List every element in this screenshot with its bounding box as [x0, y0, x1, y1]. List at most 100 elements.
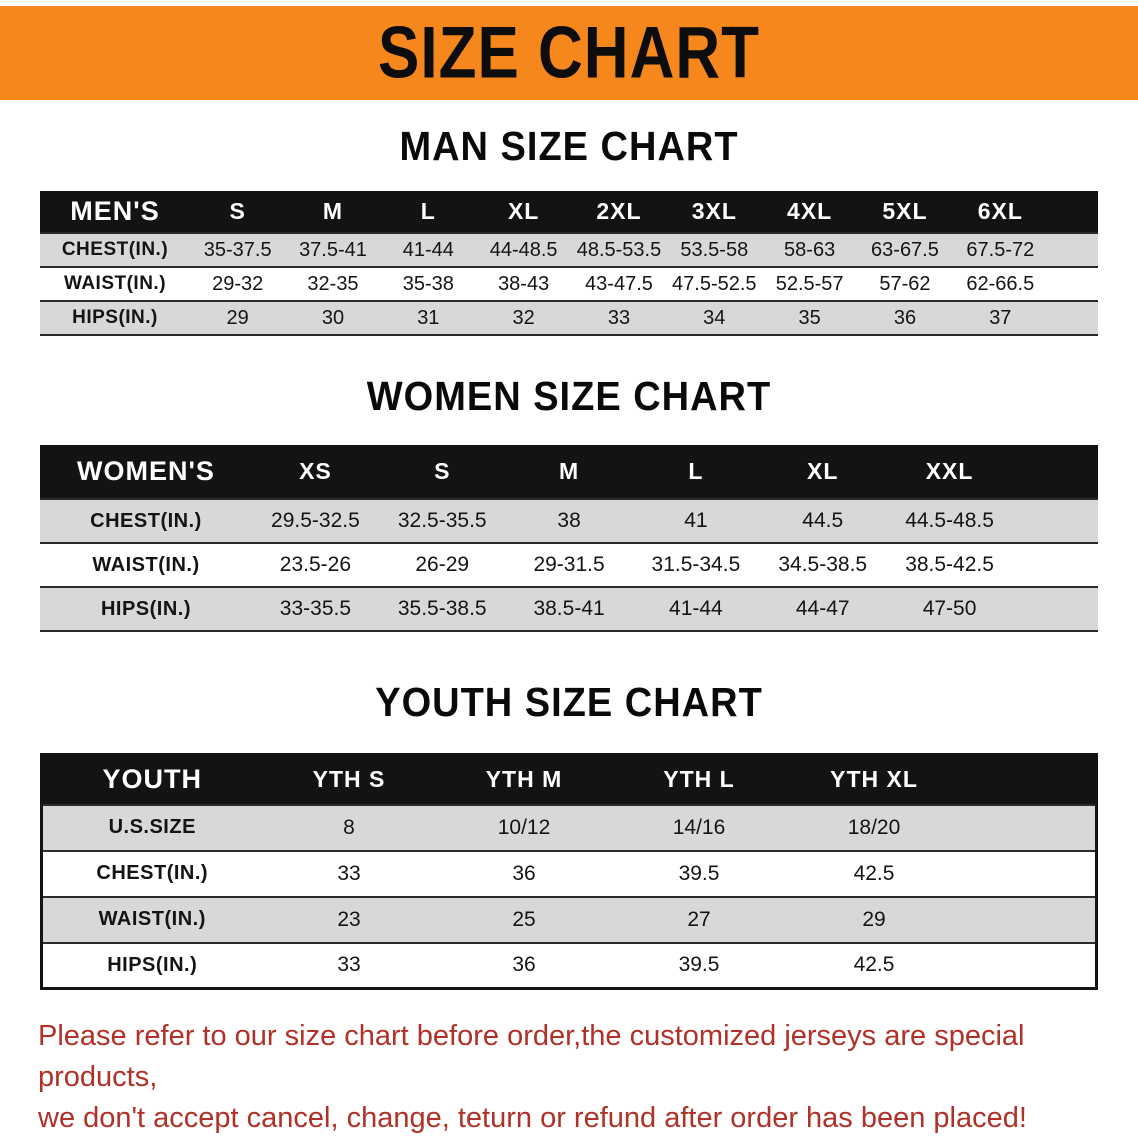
column-header: 4XL [787, 198, 833, 224]
size-cell: 41-44 [402, 238, 454, 261]
youth-size-table: YOUTH YTH S YTH M YTH L YTH XL U.S.SIZE 8 10/12… [40, 753, 1098, 990]
size-cell: 44.5-48.5 [905, 509, 994, 532]
filler-cell [1013, 543, 1098, 587]
size-cell: 47-50 [922, 597, 977, 620]
size-cell: 63-67.5 [871, 238, 939, 261]
size-cell: 38.5-42.5 [905, 553, 994, 576]
size-cell: 8 [343, 815, 355, 839]
size-cell: 41 [684, 509, 708, 532]
column-header: YTH XL [830, 766, 918, 793]
row-label: CHEST(IN.) [61, 239, 169, 260]
size-cell: 32 [512, 306, 535, 329]
men-size-table: MEN'S S M L XL 2XL 3XL 4XL 5XL 6XL CHEST(IN.) 35-37… [40, 191, 1098, 336]
table-row: HIPS(IN.) 33 36 39.5 42.5 [41, 942, 1097, 989]
column-header: 6XL [977, 198, 1023, 224]
size-cell: 47.5-52.5 [672, 272, 757, 295]
size-cell: 33 [337, 953, 361, 977]
size-cell: 32-35 [307, 272, 359, 295]
youth-table-title: YOUTH [102, 764, 202, 795]
youth-header-row: YOUTH YTH S YTH M YTH L YTH XL [41, 754, 1097, 805]
size-cell: 33 [337, 861, 361, 885]
table-row: HIPS(IN.) 29 30 31 32 33 34 35 36 37 [40, 301, 1098, 335]
row-label: HIPS(IN.) [100, 597, 192, 620]
disclaimer-line-2: we don't accept cancel, change, teturn o… [38, 1102, 1027, 1134]
disclaimer: Please refer to our size chart before or… [38, 1016, 1100, 1139]
size-cell: 62-66.5 [966, 272, 1035, 295]
column-header: XS [299, 458, 332, 484]
disclaimer-line-1: Please refer to our size chart before or… [38, 1020, 1025, 1093]
size-cell: 26-29 [415, 553, 470, 576]
row-label: CHEST(IN.) [90, 509, 202, 532]
row-label: HIPS(IN.) [72, 307, 158, 328]
men-header-row: MEN'S S M L XL 2XL 3XL 4XL 5XL 6XL [40, 191, 1098, 233]
column-header: S [229, 198, 246, 224]
size-cell: 27 [687, 907, 711, 931]
page-title: SIZE CHART [378, 12, 760, 94]
table-row: CHEST(IN.) 33 36 39.5 42.5 [41, 850, 1097, 897]
size-cell: 57-62 [879, 272, 931, 295]
column-header: L [420, 198, 436, 224]
filler-cell [1048, 191, 1098, 233]
size-cell: 35-37.5 [203, 238, 272, 261]
women-table-title: WOMEN'S [77, 456, 215, 486]
size-cell: 38 [557, 509, 581, 532]
column-header: YTH S [312, 766, 386, 793]
filler-cell [1048, 301, 1098, 335]
size-cell: 53.5-58 [680, 238, 749, 261]
row-label: WAIST(IN.) [63, 273, 167, 294]
size-cell: 39.5 [678, 953, 720, 977]
column-header: 5XL [882, 198, 928, 224]
table-row: HIPS(IN.) 33-35.5 35.5-38.5 38.5-41 41-44 44-… [40, 587, 1098, 631]
men-section-heading: MAN SIZE CHART [399, 124, 739, 170]
filler-cell [962, 755, 1097, 805]
size-cell: 36 [512, 861, 536, 885]
row-label: WAIST(IN.) [92, 553, 200, 576]
column-header: 3XL [691, 198, 737, 224]
size-cell: 44-48.5 [489, 238, 558, 261]
youth-size-section: YOUTH SIZE CHART YOUTH YTH S YTH M YTH L YTH … [0, 680, 1138, 990]
table-row: CHEST(IN.) 29.5-32.5 32.5-35.5 38 41 44.5 44.5… [40, 499, 1098, 543]
column-header: 2XL [596, 198, 642, 224]
column-header: XL [807, 458, 839, 484]
size-cell: 39.5 [678, 861, 720, 885]
size-cell: 36 [893, 306, 917, 329]
size-cell: 31 [417, 306, 440, 329]
size-cell: 23 [337, 907, 361, 931]
size-cell: 29.5-32.5 [271, 509, 360, 532]
column-header: XXL [925, 458, 974, 484]
size-cell: 44.5 [802, 509, 844, 532]
row-label: HIPS(IN.) [107, 953, 198, 976]
size-cell: 10/12 [497, 815, 551, 839]
size-cell: 43-47.5 [585, 272, 653, 295]
women-header-row: WOMEN'S XS S M L XL XXL [40, 445, 1098, 499]
filler-cell [962, 897, 1097, 943]
table-row: WAIST(IN.) 23 25 27 29 [41, 896, 1097, 943]
size-cell: 34 [703, 306, 726, 329]
size-chart-page: SIZE CHART MAN SIZE CHART MEN'S S M L XL 2XL 3X… [0, 6, 1138, 1138]
size-cell: 37.5-41 [299, 238, 367, 261]
size-cell: 31.5-34.5 [651, 553, 741, 576]
filler-cell [1013, 499, 1098, 543]
column-header: XL [507, 198, 540, 224]
table-row: U.S.SIZE 8 10/12 14/16 18/20 [41, 804, 1097, 851]
size-cell: 14/16 [672, 815, 726, 839]
filler-cell [962, 943, 1097, 989]
women-size-table: WOMEN'S XS S M L XL XXL CHEST(IN.) 29.5-32.5 32.5… [40, 445, 1098, 632]
size-cell: 58-63 [784, 238, 836, 261]
size-cell: 33-35.5 [279, 597, 352, 620]
size-cell: 34.5-38.5 [778, 553, 868, 576]
size-cell: 32.5-35.5 [397, 509, 487, 532]
size-cell: 33 [607, 306, 631, 329]
size-cell: 42.5 [853, 953, 895, 977]
size-cell: 42.5 [853, 861, 895, 885]
filler-cell [1048, 267, 1098, 301]
size-cell: 44-47 [795, 597, 850, 620]
size-cell: 25 [512, 907, 536, 931]
row-label: WAIST(IN.) [98, 908, 206, 930]
size-cell: 37 [989, 306, 1012, 329]
banner: SIZE CHART [0, 6, 1138, 100]
table-row: WAIST(IN.) 29-32 32-35 35-38 38-43 43-47.5 47.… [40, 267, 1098, 301]
column-header: YTH L [663, 766, 735, 793]
youth-section-heading: YOUTH SIZE CHART [375, 680, 763, 726]
size-cell: 30 [321, 306, 345, 329]
